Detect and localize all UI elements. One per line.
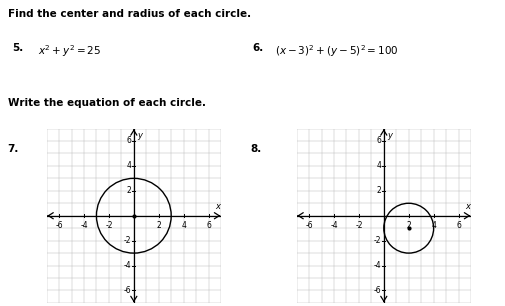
Text: -4: -4: [374, 261, 381, 270]
Text: 4: 4: [376, 161, 381, 170]
Text: 4: 4: [181, 221, 186, 230]
Text: x: x: [465, 202, 470, 211]
Text: -2: -2: [124, 236, 131, 245]
Text: 2: 2: [157, 221, 161, 230]
Text: $(x - 3)^2 + (y - 5)^2 = 100$: $(x - 3)^2 + (y - 5)^2 = 100$: [275, 43, 399, 59]
Text: 5.: 5.: [13, 43, 24, 53]
Text: 4: 4: [431, 221, 436, 230]
Text: 6: 6: [376, 136, 381, 145]
Text: 6: 6: [126, 136, 131, 145]
Text: -2: -2: [374, 236, 381, 245]
Text: $x^2 + y^2 = 25$: $x^2 + y^2 = 25$: [38, 43, 101, 59]
Text: -6: -6: [305, 221, 313, 230]
Text: 2: 2: [127, 186, 131, 195]
Text: x: x: [215, 202, 220, 211]
Text: 6: 6: [456, 221, 461, 230]
Text: -4: -4: [330, 221, 338, 230]
Text: 6.: 6.: [252, 43, 264, 53]
Text: 7.: 7.: [8, 144, 19, 154]
Text: y: y: [137, 131, 142, 140]
Text: -6: -6: [124, 286, 131, 295]
Text: -4: -4: [80, 221, 88, 230]
Text: Find the center and radius of each circle.: Find the center and radius of each circl…: [8, 9, 250, 19]
Text: 2: 2: [377, 186, 381, 195]
Text: y: y: [387, 131, 392, 140]
Text: -6: -6: [374, 286, 381, 295]
Text: -2: -2: [105, 221, 113, 230]
Text: 4: 4: [126, 161, 131, 170]
Text: -2: -2: [355, 221, 363, 230]
Text: 8.: 8.: [250, 144, 261, 154]
Text: -4: -4: [124, 261, 131, 270]
Text: 6: 6: [206, 221, 211, 230]
Text: 2: 2: [407, 221, 411, 230]
Text: Write the equation of each circle.: Write the equation of each circle.: [8, 98, 206, 108]
Text: -6: -6: [55, 221, 63, 230]
